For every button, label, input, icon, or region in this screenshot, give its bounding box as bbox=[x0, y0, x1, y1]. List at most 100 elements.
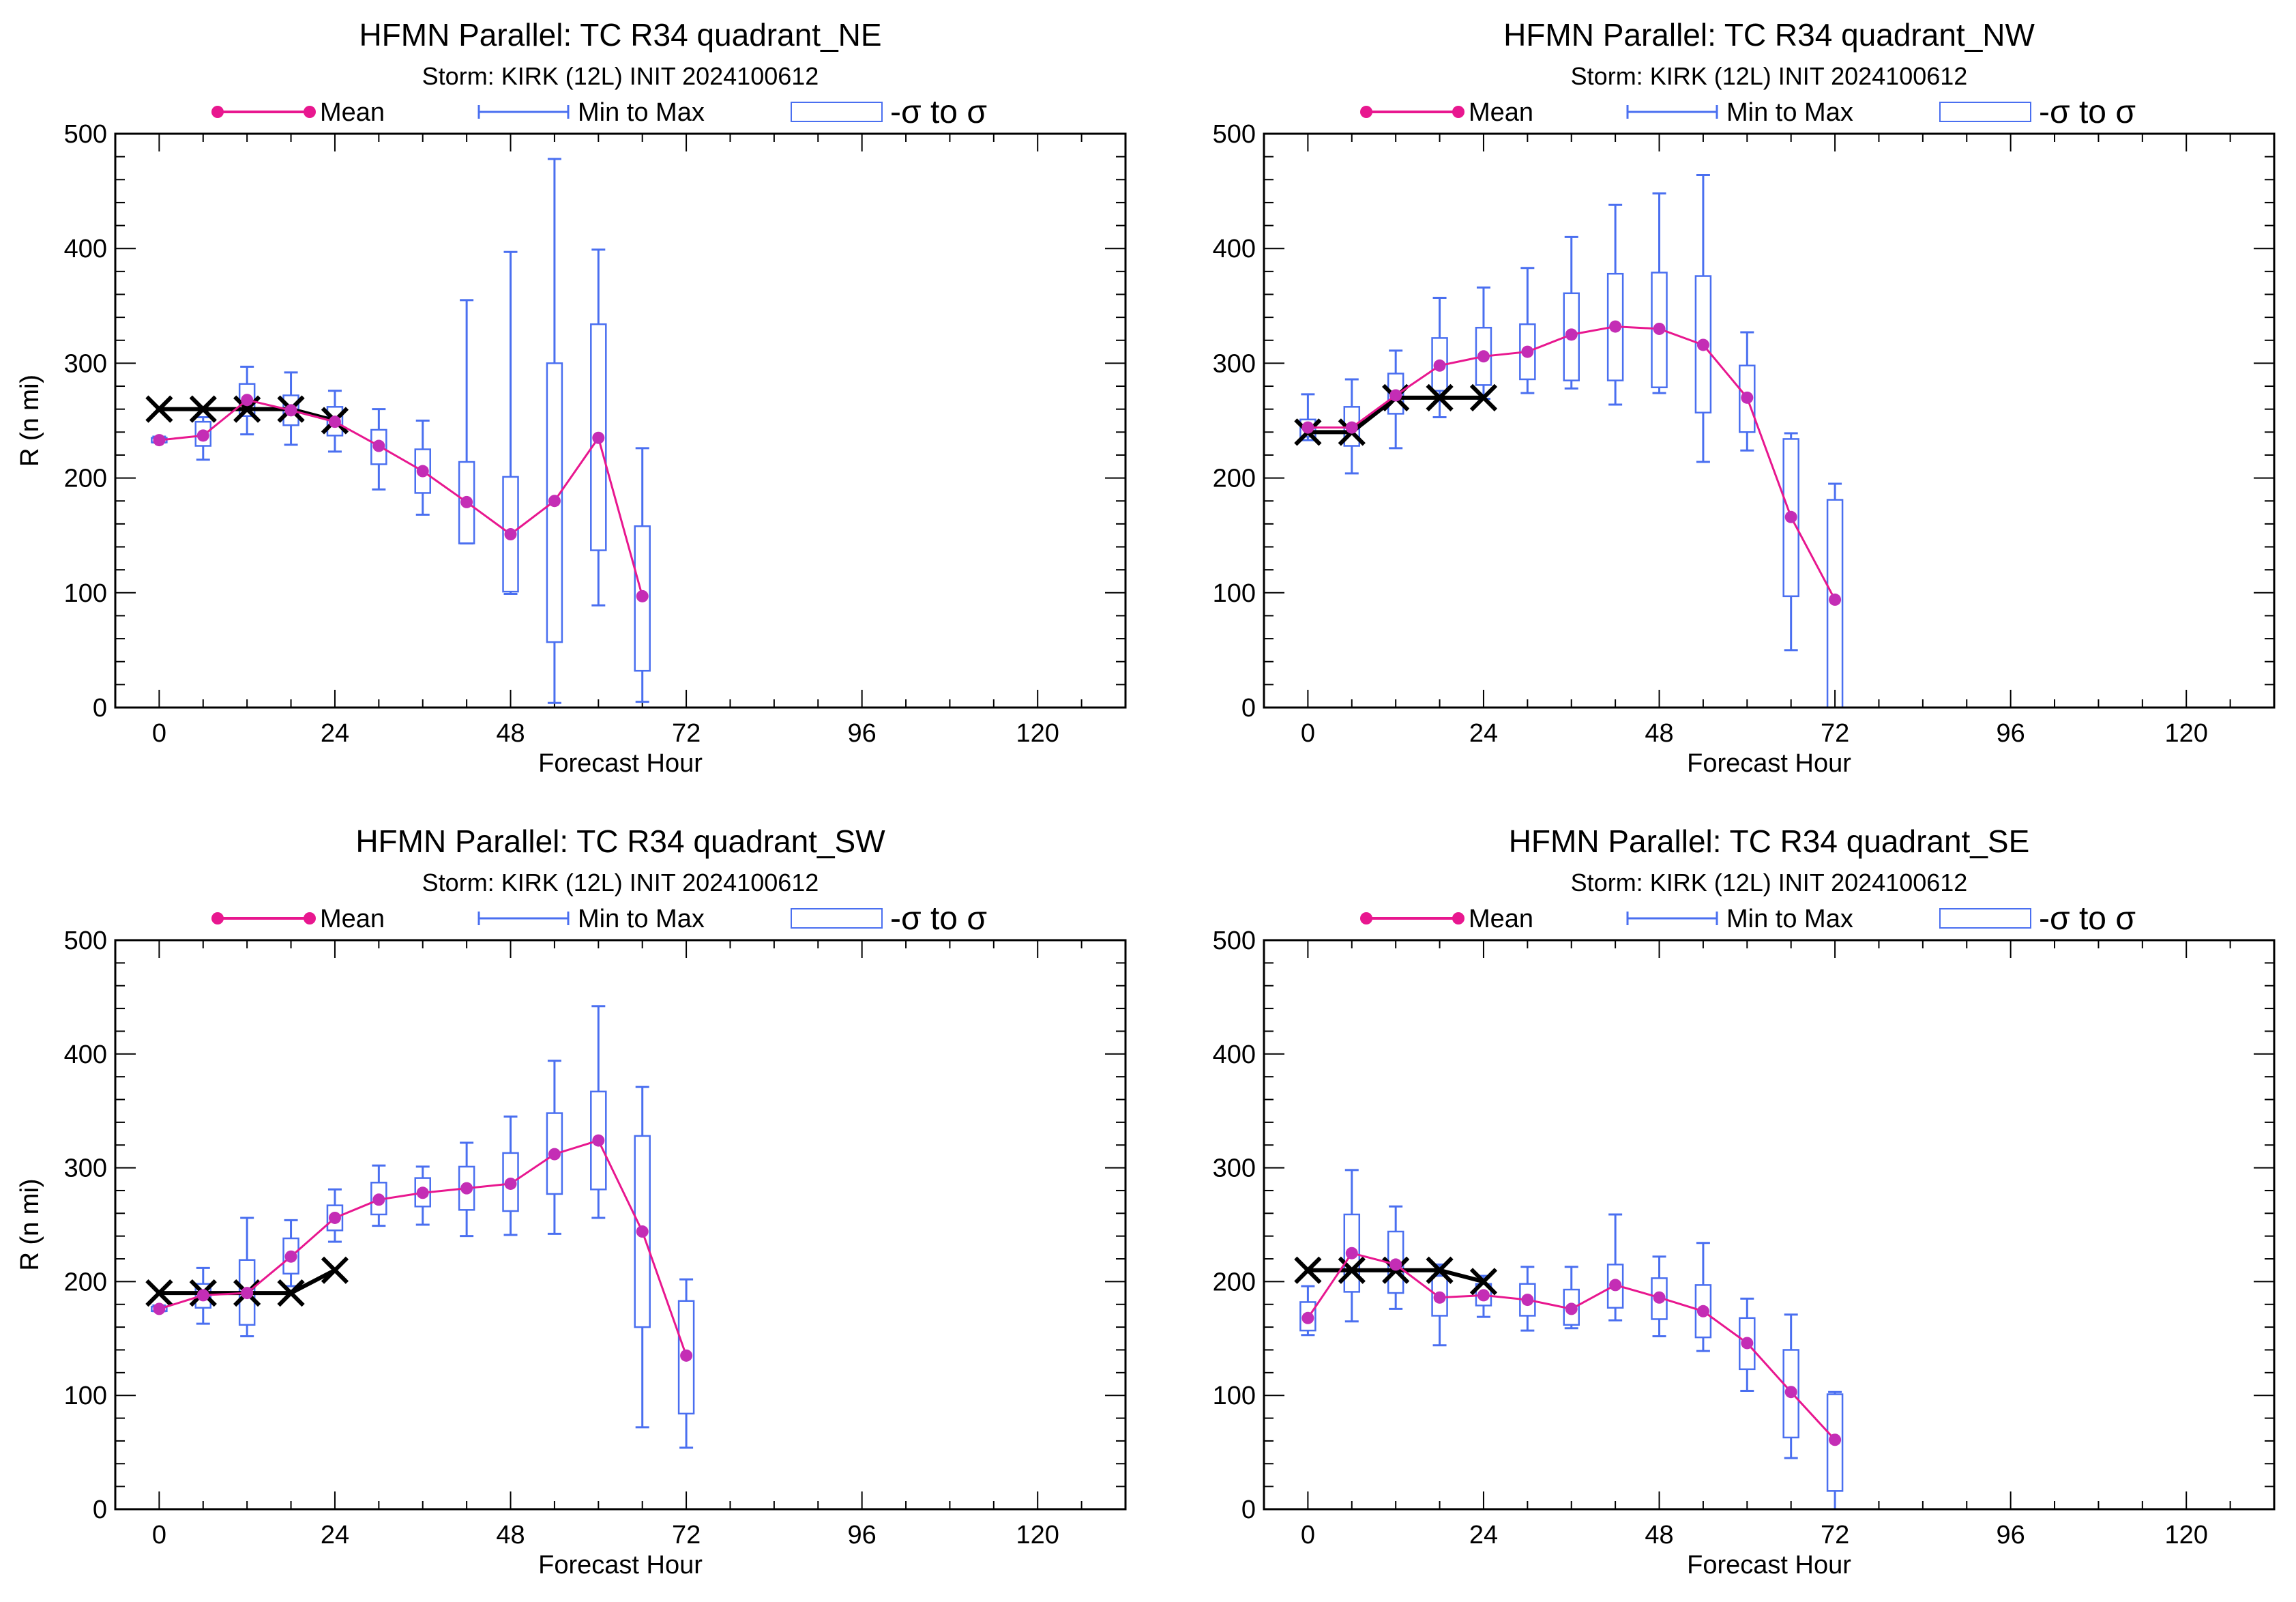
box-whisker bbox=[1606, 1213, 1624, 1322]
mean-point bbox=[241, 1287, 254, 1300]
observed-x-stroke bbox=[189, 395, 217, 423]
sigma-box bbox=[1651, 1277, 1668, 1320]
y-tick-label: 0 bbox=[1241, 694, 1256, 723]
y-tick-label: 300 bbox=[1213, 349, 1256, 378]
x-tick-label: 24 bbox=[1469, 719, 1498, 748]
box-whisker bbox=[546, 1060, 563, 1235]
box-whisker bbox=[1826, 1390, 1844, 1511]
box-whisker bbox=[502, 1116, 519, 1236]
mean-point bbox=[416, 465, 429, 478]
minor-ticks bbox=[115, 940, 1126, 1510]
mean-point bbox=[1433, 359, 1446, 372]
sigma-box bbox=[590, 323, 607, 551]
box-whisker bbox=[677, 1278, 695, 1449]
mean-point bbox=[1433, 1291, 1446, 1304]
sigma-box bbox=[546, 362, 563, 643]
box-whisker bbox=[326, 390, 344, 453]
sigma-box bbox=[1651, 272, 1668, 388]
mean-point bbox=[284, 1250, 297, 1263]
chart-subtitle: Storm: KIRK (12L) INIT 2024100612 bbox=[1571, 62, 1968, 90]
mean-point bbox=[1565, 328, 1578, 341]
legend-minmax-label: Min to Max bbox=[1726, 98, 1853, 127]
box-whisker bbox=[634, 1086, 651, 1429]
x-tick-label: 120 bbox=[2165, 1521, 2208, 1549]
mean-point bbox=[1477, 1289, 1490, 1302]
mean-point bbox=[196, 429, 209, 442]
legend-mean-label: Mean bbox=[320, 905, 385, 933]
box-whisker bbox=[458, 299, 475, 544]
mean-point bbox=[1829, 1433, 1842, 1446]
mean-point bbox=[153, 1302, 166, 1315]
box-whisker bbox=[414, 420, 431, 516]
chart-subtitle: Storm: KIRK (12L) INIT 2024100612 bbox=[1571, 869, 1968, 897]
observed-x-marker bbox=[145, 1279, 173, 1307]
box-whisker bbox=[1651, 1255, 1668, 1337]
sigma-box bbox=[634, 525, 651, 672]
plot-frame bbox=[1263, 939, 2276, 1511]
sigma-box bbox=[326, 1204, 344, 1232]
mean-point bbox=[328, 1211, 341, 1224]
legend-mean-label: Mean bbox=[1469, 905, 1533, 933]
x-tick-label: 96 bbox=[1997, 719, 2025, 748]
y-tick-label: 100 bbox=[1213, 1382, 1256, 1410]
legend-mean-marker bbox=[1452, 912, 1465, 924]
legend-sigma-box bbox=[791, 102, 883, 122]
box-whisker bbox=[1606, 203, 1624, 406]
mean-point bbox=[1521, 1294, 1534, 1307]
box-whisker bbox=[1739, 1297, 1756, 1393]
x-tick-label: 0 bbox=[152, 1521, 166, 1549]
y-axis-label: R (n mi) bbox=[16, 375, 44, 467]
mean-point bbox=[548, 495, 561, 508]
box-whisker bbox=[1694, 174, 1712, 463]
mean-point bbox=[1784, 1386, 1797, 1399]
mean-point bbox=[1345, 421, 1358, 434]
legend-minmax-label: Min to Max bbox=[1726, 905, 1853, 933]
chart-title: HFMN Parallel: TC R34 quadrant_SE bbox=[1509, 824, 2030, 859]
sigma-box bbox=[414, 448, 431, 494]
observed-x-marker bbox=[1338, 1256, 1366, 1284]
box-whisker bbox=[1782, 432, 1799, 652]
sigma-box bbox=[1739, 1317, 1756, 1371]
box-whisker bbox=[1387, 1205, 1404, 1310]
sigma-box bbox=[1739, 364, 1756, 433]
x-tick-label: 0 bbox=[152, 719, 166, 748]
observed-x-stroke bbox=[145, 1279, 173, 1307]
mean-point bbox=[1609, 320, 1622, 333]
legend-mean-marker bbox=[211, 912, 224, 924]
y-tick-label: 300 bbox=[1213, 1154, 1256, 1183]
observed-x-marker bbox=[145, 395, 173, 423]
y-tick-label: 200 bbox=[64, 465, 107, 493]
box-whisker bbox=[1651, 192, 1668, 394]
chart-title: HFMN Parallel: TC R34 quadrant_NW bbox=[1503, 17, 2035, 53]
x-tick-label: 96 bbox=[848, 719, 877, 748]
legend-mean-marker bbox=[1360, 912, 1372, 924]
box-whisker bbox=[326, 1188, 344, 1243]
box-whisker bbox=[1387, 349, 1404, 450]
observed-x-stroke bbox=[1469, 1268, 1498, 1296]
y-tick-label: 400 bbox=[64, 1040, 107, 1069]
sigma-box bbox=[194, 420, 212, 447]
box-whisker bbox=[1519, 267, 1536, 394]
mean-point bbox=[1301, 421, 1314, 434]
mean-point bbox=[1521, 345, 1534, 358]
x-axis-label: Forecast Hour bbox=[538, 749, 703, 778]
y-tick-label: 200 bbox=[1213, 465, 1256, 493]
sigma-box bbox=[1694, 275, 1712, 413]
chart-panel-3: HFMN Parallel: TC R34 quadrant_SE Storm: … bbox=[16, 824, 2276, 1579]
box-whisker bbox=[1694, 1242, 1712, 1352]
x-tick-label: 24 bbox=[321, 719, 349, 748]
mean-point bbox=[680, 1349, 693, 1362]
y-tick-label: 300 bbox=[64, 1154, 107, 1183]
legend-mean-marker bbox=[304, 912, 316, 924]
y-tick-label: 100 bbox=[64, 1382, 107, 1410]
mean-point bbox=[548, 1148, 561, 1161]
observed-x-marker bbox=[321, 1256, 349, 1284]
box-whisker bbox=[502, 250, 519, 595]
y-tick-label: 400 bbox=[1213, 1040, 1256, 1069]
plot-frame bbox=[114, 939, 1127, 1511]
mean-point bbox=[460, 1182, 473, 1195]
sigma-box bbox=[1343, 1213, 1361, 1293]
mean-point bbox=[1653, 322, 1666, 335]
minor-ticks bbox=[1263, 133, 2275, 708]
